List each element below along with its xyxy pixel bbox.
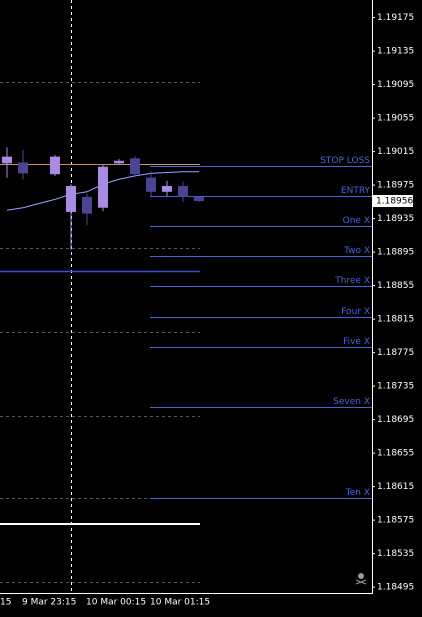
y-tick-label: 1.18735 [377,382,414,392]
y-tick-label: 1.19175 [377,13,414,23]
current-price-box [373,195,413,208]
y-tick-label: 1.19095 [377,80,414,90]
candle-body [130,158,140,175]
y-tick-label: 1.19135 [377,47,414,57]
candle-body [178,185,188,197]
y-tick-label: 1.19055 [377,114,414,124]
candle-body [18,162,28,174]
level-label: Seven X [333,397,370,407]
x-edge-label: 15 [0,598,11,608]
candle-body [114,160,124,164]
x-tick-label: 10 Mar 00:15 [86,598,146,608]
candle-body [146,177,156,192]
candle-body [2,156,12,164]
level-label: One X [343,216,370,226]
candle-body [82,196,92,214]
candle-body [50,156,60,175]
x-tick-label: 10 Mar 01:15 [150,598,210,608]
level-label: Three X [334,276,370,286]
level-label: Five X [343,337,370,347]
level-label: Four X [341,307,370,317]
candle-body [66,185,76,212]
y-tick-label: 1.18575 [377,516,414,526]
level-label: Ten X [345,488,370,498]
y-tick-label: 1.19015 [377,147,414,157]
y-tick-label: 1.18615 [377,482,414,492]
current-price-label: 1.18956 [376,197,413,207]
y-tick-label: 1.18775 [377,348,414,358]
y-tick-label: 1.18695 [377,415,414,425]
candle-body [98,166,108,208]
level-label: STOP LOSS [320,156,370,166]
y-tick-label: 1.18975 [377,181,414,191]
candle-body [162,185,172,192]
y-tick-label: 1.18535 [377,549,414,559]
plot: 1.19175 1.19135 1.19095 1.19055 1.19015 1.189… [2,13,414,608]
level-label: ENTRY [341,186,371,196]
y-tick-label: 1.18895 [377,248,414,258]
y-tick-label: 1.18655 [377,449,414,459]
y-tick-label: 1.18815 [377,315,414,325]
skull-icon [355,573,367,585]
y-tick-label: 1.18495 [377,583,414,593]
level-label: Two X [343,246,370,256]
y-tick-label: 1.18855 [377,281,414,291]
candle-body [194,196,204,202]
y-tick-label: 1.18935 [377,214,414,224]
x-tick-label: 9 Mar 23:15 [22,598,76,608]
